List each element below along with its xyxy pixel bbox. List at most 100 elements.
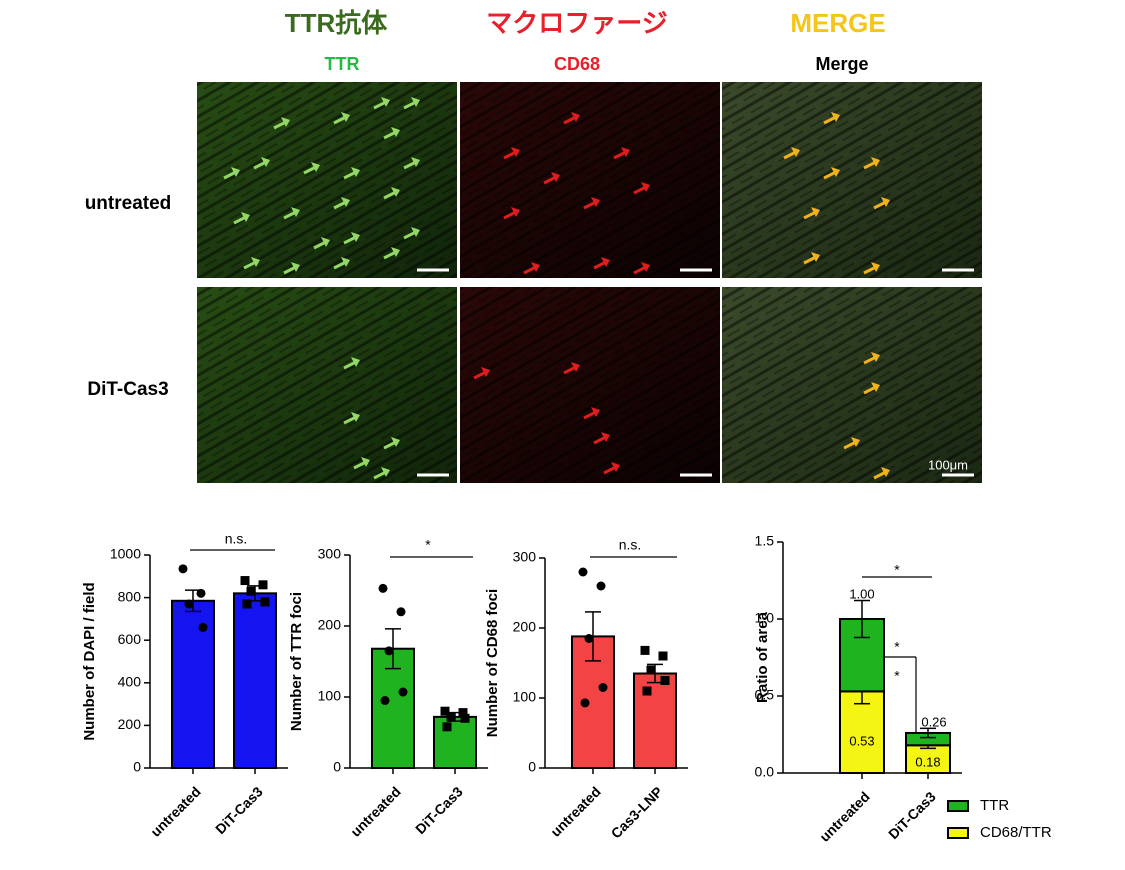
significance-label: n.s.	[225, 531, 248, 547]
arrow-head	[641, 182, 650, 192]
data-point	[458, 708, 468, 718]
arrow-head	[261, 157, 270, 167]
x-tick-label: untreated	[816, 788, 872, 844]
arrow-head	[321, 237, 330, 247]
header-title: TTR抗体	[285, 8, 389, 38]
x-tick-label: untreated	[347, 783, 403, 839]
x-tick-label: DiT-Cas3	[885, 788, 939, 842]
data-point	[198, 622, 208, 632]
arrow-head	[881, 467, 890, 477]
arrow-head	[851, 437, 860, 447]
arrow-head	[871, 352, 880, 362]
significance-label: *	[894, 668, 900, 684]
x-tick-label: Cas3-LNP	[608, 783, 666, 841]
arrow-head	[601, 257, 610, 267]
arrow-head	[411, 157, 420, 167]
arrow-head	[391, 247, 400, 257]
arrow-head	[381, 467, 390, 477]
data-point	[446, 712, 456, 722]
header-label: CD68	[554, 54, 600, 74]
data-point	[246, 586, 256, 596]
value-label: 0.18	[915, 755, 940, 770]
data-point	[178, 564, 188, 574]
data-point	[646, 665, 656, 675]
data-point	[584, 634, 594, 643]
y-tick-label: 0.0	[755, 764, 775, 780]
legend-swatch	[947, 827, 969, 839]
row-label: untreated	[85, 193, 172, 214]
bar	[171, 599, 215, 769]
y-tick-label: 200	[318, 617, 342, 633]
arrow-head	[411, 97, 420, 107]
x-tick-label: untreated	[547, 783, 603, 839]
y-axis-label: Number of CD68 foci	[484, 589, 501, 737]
arrow-head	[611, 462, 620, 472]
data-point	[398, 687, 408, 697]
y-tick-label: 600	[118, 631, 142, 647]
legend-label: CD68/TTR	[980, 824, 1052, 841]
x-tick-label: DiT-Cas3	[412, 783, 466, 837]
arrow-head	[591, 407, 600, 417]
data-point	[660, 676, 670, 685]
data-point	[658, 651, 668, 661]
significance-label: n.s.	[619, 537, 642, 553]
bar	[233, 592, 277, 770]
data-point	[242, 599, 252, 609]
significance-label: *	[425, 537, 431, 553]
arrow-head	[511, 147, 520, 157]
y-tick-label: 0	[528, 759, 536, 775]
arrow-head	[351, 232, 360, 242]
data-point	[240, 576, 250, 586]
arrow-head	[381, 97, 390, 107]
arrow-head	[391, 437, 400, 447]
y-axis-label: Number of DAPI / field	[81, 582, 98, 740]
data-point	[196, 588, 206, 598]
arrow-head	[601, 432, 610, 442]
y-tick-label: 400	[118, 674, 142, 690]
arrow-head	[621, 147, 630, 157]
y-tick-label: 800	[118, 588, 142, 604]
arrow-head	[231, 167, 240, 177]
arrow-head	[291, 207, 300, 217]
arrow-head	[351, 357, 360, 367]
arrow-head	[811, 207, 820, 217]
arrow-head	[391, 187, 400, 197]
arrow-head	[311, 162, 320, 172]
y-tick-label: 1.5	[755, 533, 775, 549]
arrow-head	[571, 112, 580, 122]
micrograph-texture	[197, 287, 457, 483]
data-point	[440, 706, 450, 716]
arrow-head	[291, 262, 300, 272]
y-tick-label: 0.5	[755, 687, 775, 703]
header-label: Merge	[815, 54, 868, 74]
data-point	[380, 696, 390, 706]
arrow-head	[831, 112, 840, 122]
y-tick-label: 1.0	[755, 610, 775, 626]
y-tick-label: 200	[118, 716, 142, 732]
header-label: TTR	[325, 54, 360, 74]
value-label: 0.53	[849, 734, 874, 749]
header-title: マクロファージ	[486, 8, 667, 38]
data-point	[642, 686, 652, 696]
arrow-head	[641, 262, 650, 272]
arrow-head	[871, 157, 880, 167]
significance-label: *	[894, 562, 900, 578]
micrograph-texture	[197, 82, 457, 278]
y-tick-label: 100	[513, 689, 537, 705]
data-point	[378, 583, 388, 593]
total-label: 1.00	[849, 586, 874, 601]
arrow-head	[241, 212, 250, 222]
x-tick-label: DiT-Cas3	[212, 783, 266, 837]
bar	[633, 672, 677, 769]
y-tick-label: 100	[318, 688, 342, 704]
y-tick-label: 0	[333, 759, 341, 775]
data-point	[598, 683, 608, 692]
arrow-head	[531, 262, 540, 272]
micrograph-texture	[722, 82, 982, 278]
data-point	[260, 597, 270, 607]
data-point	[184, 599, 194, 609]
arrow-head	[511, 207, 520, 217]
arrow-head	[281, 117, 290, 127]
arrow-head	[481, 367, 490, 377]
